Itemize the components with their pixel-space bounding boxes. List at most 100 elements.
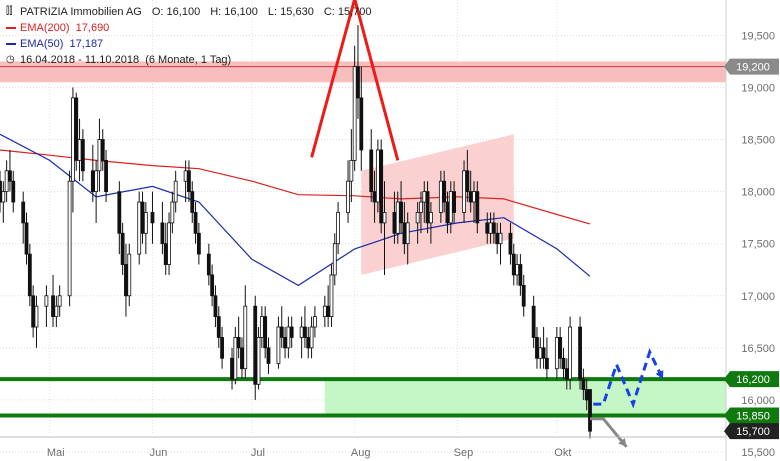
candle-body xyxy=(422,191,427,203)
candle-body xyxy=(372,191,377,203)
candle-body xyxy=(515,264,519,276)
ohlc-close-value: 15,700 xyxy=(337,6,372,18)
candle-body xyxy=(90,170,95,193)
candle-body xyxy=(163,243,168,265)
candle-body xyxy=(485,222,490,234)
candle-body xyxy=(415,212,420,224)
candle-body xyxy=(465,170,470,193)
x-tick-label: Okt xyxy=(554,447,571,459)
x-tick-label: Aug xyxy=(351,447,371,459)
candle-body xyxy=(233,337,238,380)
candle-body xyxy=(97,139,102,172)
candle-body xyxy=(538,347,543,359)
candle-body xyxy=(462,170,466,213)
candle-body xyxy=(402,222,407,245)
candle-body xyxy=(545,357,549,370)
candle-body xyxy=(193,212,198,234)
candle-body xyxy=(57,295,62,307)
y-tick-label: 15,500 xyxy=(741,447,775,459)
candle-body xyxy=(379,149,384,224)
candle-body xyxy=(220,337,224,359)
x-tick-label: Jun xyxy=(150,447,168,459)
candle-body xyxy=(150,212,155,224)
candle-body xyxy=(518,264,523,286)
support-zone xyxy=(324,379,726,416)
y-axis: 15,500 16,000 16,500 17,000 17,500 18,000 18,5… xyxy=(725,0,775,461)
candle-body xyxy=(405,222,410,245)
price-tags: 19,200 16,200 15,850 15,700 xyxy=(724,58,779,440)
support-price-tag: 15,850 xyxy=(724,407,779,424)
candle-body xyxy=(44,295,49,307)
y-tick-label: 19,000 xyxy=(741,82,775,94)
x-tick-label: Sep xyxy=(454,447,474,459)
candle-body xyxy=(425,191,430,224)
candle-body xyxy=(508,232,513,255)
price-tag-box xyxy=(724,423,779,440)
candle-body xyxy=(445,201,450,224)
candle-body xyxy=(8,170,12,182)
ohlc-open-value: 16,100 xyxy=(166,6,201,18)
candle-body xyxy=(54,305,59,318)
candle-body xyxy=(438,180,443,213)
price-tag-label: 19,200 xyxy=(736,62,770,74)
candle-body xyxy=(382,212,387,224)
candle-body xyxy=(475,191,480,224)
candle-body xyxy=(283,337,287,349)
candle-body xyxy=(127,253,132,297)
candle-body xyxy=(303,326,307,338)
y-tick-label: 19,500 xyxy=(741,30,775,42)
x-tick-label: Jul xyxy=(251,447,265,459)
candle-body xyxy=(167,222,171,265)
candle-body xyxy=(236,337,241,349)
candle-body xyxy=(187,170,191,193)
trend-channel xyxy=(361,134,514,275)
candle-body xyxy=(488,222,493,234)
candle-body xyxy=(71,97,75,182)
candle-body xyxy=(11,180,16,203)
candle-body xyxy=(322,305,327,318)
candle-body xyxy=(34,305,39,328)
last-price-tag: 15,700 xyxy=(724,423,779,440)
ema200-name: EMA(200) xyxy=(20,22,70,34)
candle-body xyxy=(67,180,72,297)
candle-body xyxy=(568,326,573,380)
candle-body xyxy=(77,139,82,161)
candle-body xyxy=(80,139,85,172)
forecast-up-arrowhead xyxy=(655,370,664,380)
candle-body xyxy=(356,66,360,99)
candle-body xyxy=(531,305,536,338)
candle-body xyxy=(346,180,350,213)
candle-body xyxy=(51,295,55,318)
candle-body xyxy=(74,97,79,161)
price-tag-box xyxy=(724,371,779,388)
ohlc-high-label: H: xyxy=(210,6,222,18)
candle-body xyxy=(375,149,380,203)
candle-body xyxy=(491,222,496,234)
candle-body xyxy=(117,191,122,234)
candles xyxy=(0,24,592,439)
candle-body xyxy=(289,326,294,338)
ema200-swatch xyxy=(6,27,16,29)
ema50-value: 17,187 xyxy=(69,38,104,50)
legend-ema200: EMA(200) 17,690 xyxy=(6,20,372,36)
candle-body xyxy=(21,201,26,224)
price-tag-box xyxy=(724,407,779,424)
candle-body xyxy=(299,326,304,338)
y-tick-label: 16,000 xyxy=(741,395,775,407)
candle-body xyxy=(352,66,357,161)
candle-body xyxy=(442,180,447,203)
candle-body xyxy=(472,191,476,203)
candle-body xyxy=(0,180,2,203)
candle-body xyxy=(256,337,261,385)
candle-body xyxy=(160,222,165,245)
legend-ema50: EMA(50) 17,187 xyxy=(6,36,372,52)
ema50-swatch xyxy=(6,43,16,45)
y-tick-label: 16,500 xyxy=(741,343,775,355)
candle-body xyxy=(468,191,473,203)
candle-body xyxy=(336,212,340,245)
candle-body xyxy=(564,368,569,380)
top-pattern-line xyxy=(310,0,400,161)
symbol-name: PATRIZIA Immobilien AG xyxy=(20,6,142,18)
candle-body xyxy=(395,201,400,234)
candle-body xyxy=(359,97,364,151)
